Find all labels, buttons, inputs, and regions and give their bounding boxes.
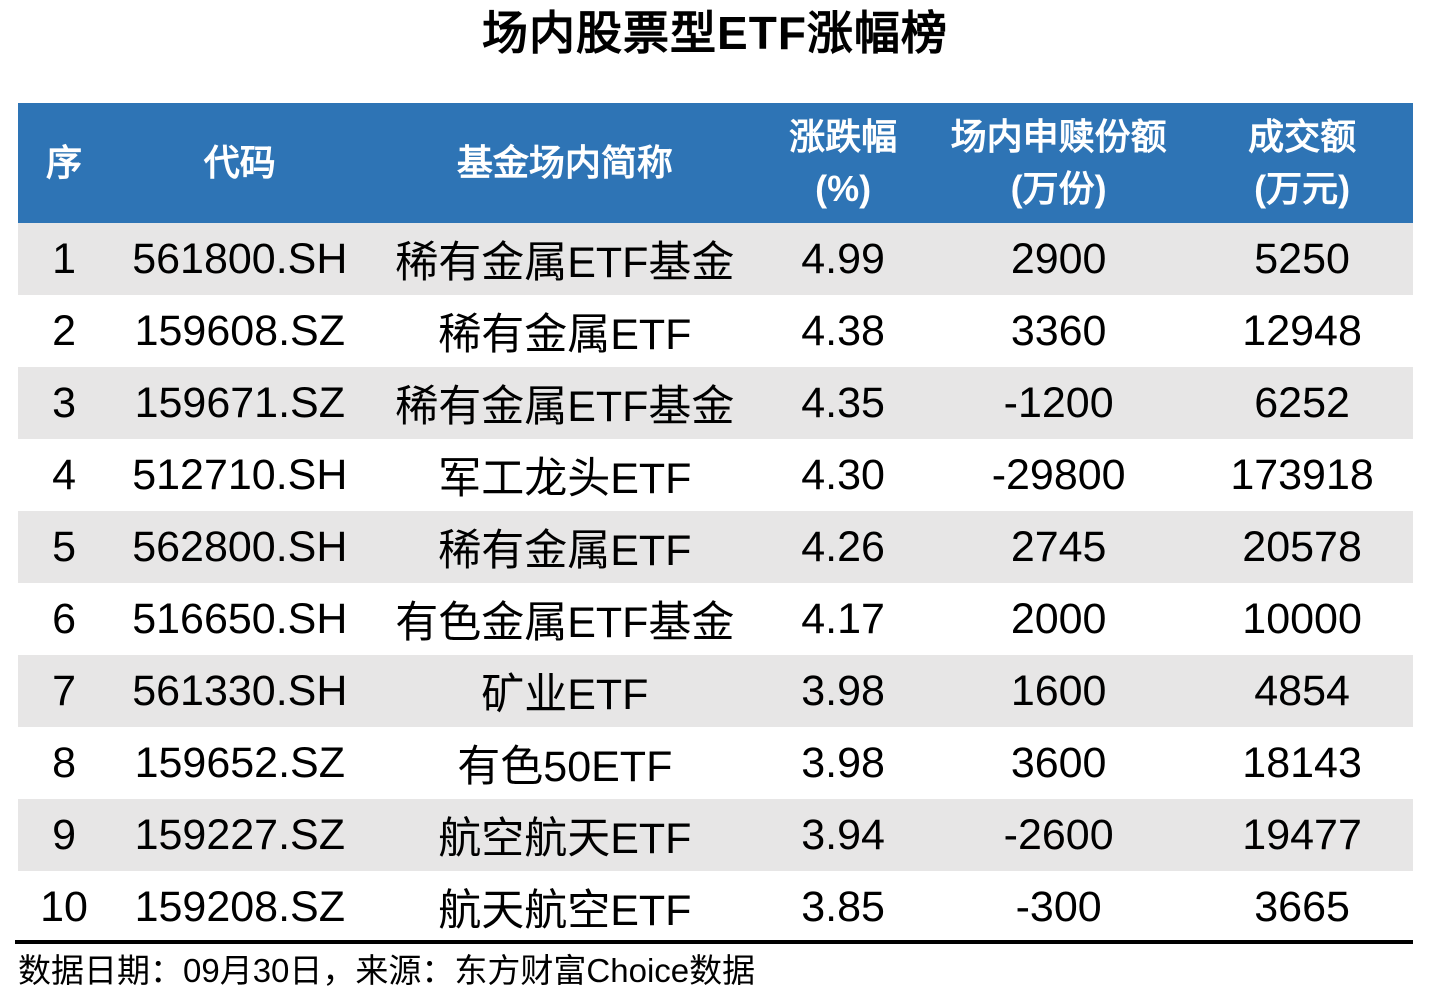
header-sublabel: (万元) [1254, 168, 1351, 209]
cell-change_pct: 4.30 [801, 450, 885, 499]
cell-name: 航空航天ETF [438, 815, 692, 863]
table-header: 序 代码 基金场内简称 涨跌幅 (%) 场内申赎份额 (万份) 成交额 (万元) [18, 103, 1413, 223]
cell-shares: -300 [1015, 882, 1102, 931]
table-row: 2 159608.SZ 稀有金属ETF 4.38 3360 12948 [18, 295, 1413, 367]
table-row: 1 561800.SH 稀有金属ETF基金 4.99 2900 5250 [18, 223, 1413, 295]
cell-change_pct: 3.85 [801, 882, 885, 931]
page-title: 场内股票型ETF涨幅榜 [482, 7, 948, 59]
cell-shares: 2000 [1010, 594, 1107, 643]
table-row: 10 159208.SZ 航天航空ETF 3.85 -300 3665 [18, 871, 1413, 943]
cell-turnover: 18143 [1242, 738, 1362, 787]
cell-change_pct: 3.94 [801, 810, 885, 859]
cell-rank: 5 [52, 522, 76, 571]
header-sublabel: (万份) [1010, 168, 1107, 209]
etf-gainers-table: 序 代码 基金场内简称 涨跌幅 (%) 场内申赎份额 (万份) 成交额 (万元) 1 561800… [18, 103, 1413, 943]
header-cell-code: 代码 [110, 103, 369, 223]
cell-shares: -29800 [991, 450, 1126, 499]
cell-name: 矿业ETF [481, 671, 649, 719]
cell-turnover: 10000 [1242, 594, 1362, 643]
header-cell-change_pct: 涨跌幅 (%) [760, 103, 926, 223]
cell-rank: 3 [52, 378, 76, 427]
table-row: 3 159671.SZ 稀有金属ETF基金 4.35 -1200 6252 [18, 367, 1413, 439]
cell-shares: 2900 [1010, 234, 1107, 283]
cell-code: 159208.SZ [134, 882, 345, 931]
cell-code: 159227.SZ [134, 810, 345, 859]
cell-turnover: 19477 [1242, 810, 1362, 859]
cell-code: 516650.SH [132, 594, 348, 643]
table-row: 9 159227.SZ 航空航天ETF 3.94 -2600 19477 [18, 799, 1413, 871]
header-label: 序 [46, 142, 83, 183]
cell-rank: 1 [52, 234, 76, 283]
cell-turnover: 12948 [1242, 306, 1362, 355]
cell-shares: 1600 [1010, 666, 1107, 715]
cell-code: 562800.SH [132, 522, 348, 571]
cell-change_pct: 4.99 [801, 234, 885, 283]
source-note: 数据日期：09月30日，来源：东方财富Choice数据 [18, 952, 756, 989]
cell-code: 159671.SZ [134, 378, 345, 427]
cell-change_pct: 3.98 [801, 738, 885, 787]
cell-name: 稀有金属ETF基金 [395, 239, 735, 287]
cell-code: 561800.SH [132, 234, 348, 283]
footer-divider [15, 940, 1413, 944]
cell-turnover: 6252 [1254, 378, 1350, 427]
cell-change_pct: 4.26 [801, 522, 885, 571]
cell-name: 军工龙头ETF [438, 455, 692, 503]
header-sublabel: (%) [815, 168, 872, 209]
cell-code: 159652.SZ [134, 738, 345, 787]
cell-name: 稀有金属ETF [438, 311, 692, 359]
cell-rank: 2 [52, 306, 76, 355]
cell-code: 561330.SH [132, 666, 348, 715]
header-cell-turnover: 成交额 (万元) [1191, 103, 1413, 223]
cell-name: 有色金属ETF基金 [395, 599, 735, 647]
cell-rank: 9 [52, 810, 76, 859]
cell-rank: 6 [52, 594, 76, 643]
cell-change_pct: 4.17 [801, 594, 885, 643]
cell-name: 有色50ETF [457, 743, 673, 791]
header-label: 涨跌幅 [789, 116, 898, 157]
header-label: 代码 [203, 142, 276, 183]
table-row: 6 516650.SH 有色金属ETF基金 4.17 2000 10000 [18, 583, 1413, 655]
header-label: 场内申赎份额 [950, 116, 1167, 157]
cell-rank: 4 [52, 450, 76, 499]
cell-code: 512710.SH [132, 450, 348, 499]
cell-turnover: 20578 [1242, 522, 1362, 571]
table-body: 1 561800.SH 稀有金属ETF基金 4.99 2900 5250 2 159608.S… [18, 223, 1413, 943]
cell-turnover: 5250 [1254, 234, 1350, 283]
cell-turnover: 173918 [1230, 450, 1374, 499]
header-cell-name: 基金场内简称 [370, 103, 761, 223]
cell-change_pct: 3.98 [801, 666, 885, 715]
cell-shares: 3360 [1010, 306, 1107, 355]
header-cell-shares: 场内申赎份额 (万份) [926, 103, 1191, 223]
cell-rank: 10 [40, 882, 88, 931]
cell-shares: -2600 [1003, 810, 1114, 859]
cell-rank: 7 [52, 666, 76, 715]
cell-shares: 2745 [1010, 522, 1107, 571]
cell-shares: 3600 [1010, 738, 1107, 787]
header-label: 成交额 [1248, 116, 1357, 157]
cell-name: 稀有金属ETF基金 [395, 383, 735, 431]
cell-name: 航天航空ETF [438, 887, 692, 935]
cell-change_pct: 4.35 [801, 378, 885, 427]
header-cell-rank: 序 [18, 103, 110, 223]
table-row: 7 561330.SH 矿业ETF 3.98 1600 4854 [18, 655, 1413, 727]
table-row: 8 159652.SZ 有色50ETF 3.98 3600 18143 [18, 727, 1413, 799]
cell-code: 159608.SZ [134, 306, 345, 355]
cell-shares: -1200 [1003, 378, 1114, 427]
cell-change_pct: 4.38 [801, 306, 885, 355]
table-row: 5 562800.SH 稀有金属ETF 4.26 2745 20578 [18, 511, 1413, 583]
cell-rank: 8 [52, 738, 76, 787]
header-label: 基金场内简称 [456, 142, 673, 183]
table-row: 4 512710.SH 军工龙头ETF 4.30 -29800 173918 [18, 439, 1413, 511]
cell-name: 稀有金属ETF [438, 527, 692, 575]
cell-turnover: 4854 [1254, 666, 1350, 715]
cell-turnover: 3665 [1254, 882, 1350, 931]
